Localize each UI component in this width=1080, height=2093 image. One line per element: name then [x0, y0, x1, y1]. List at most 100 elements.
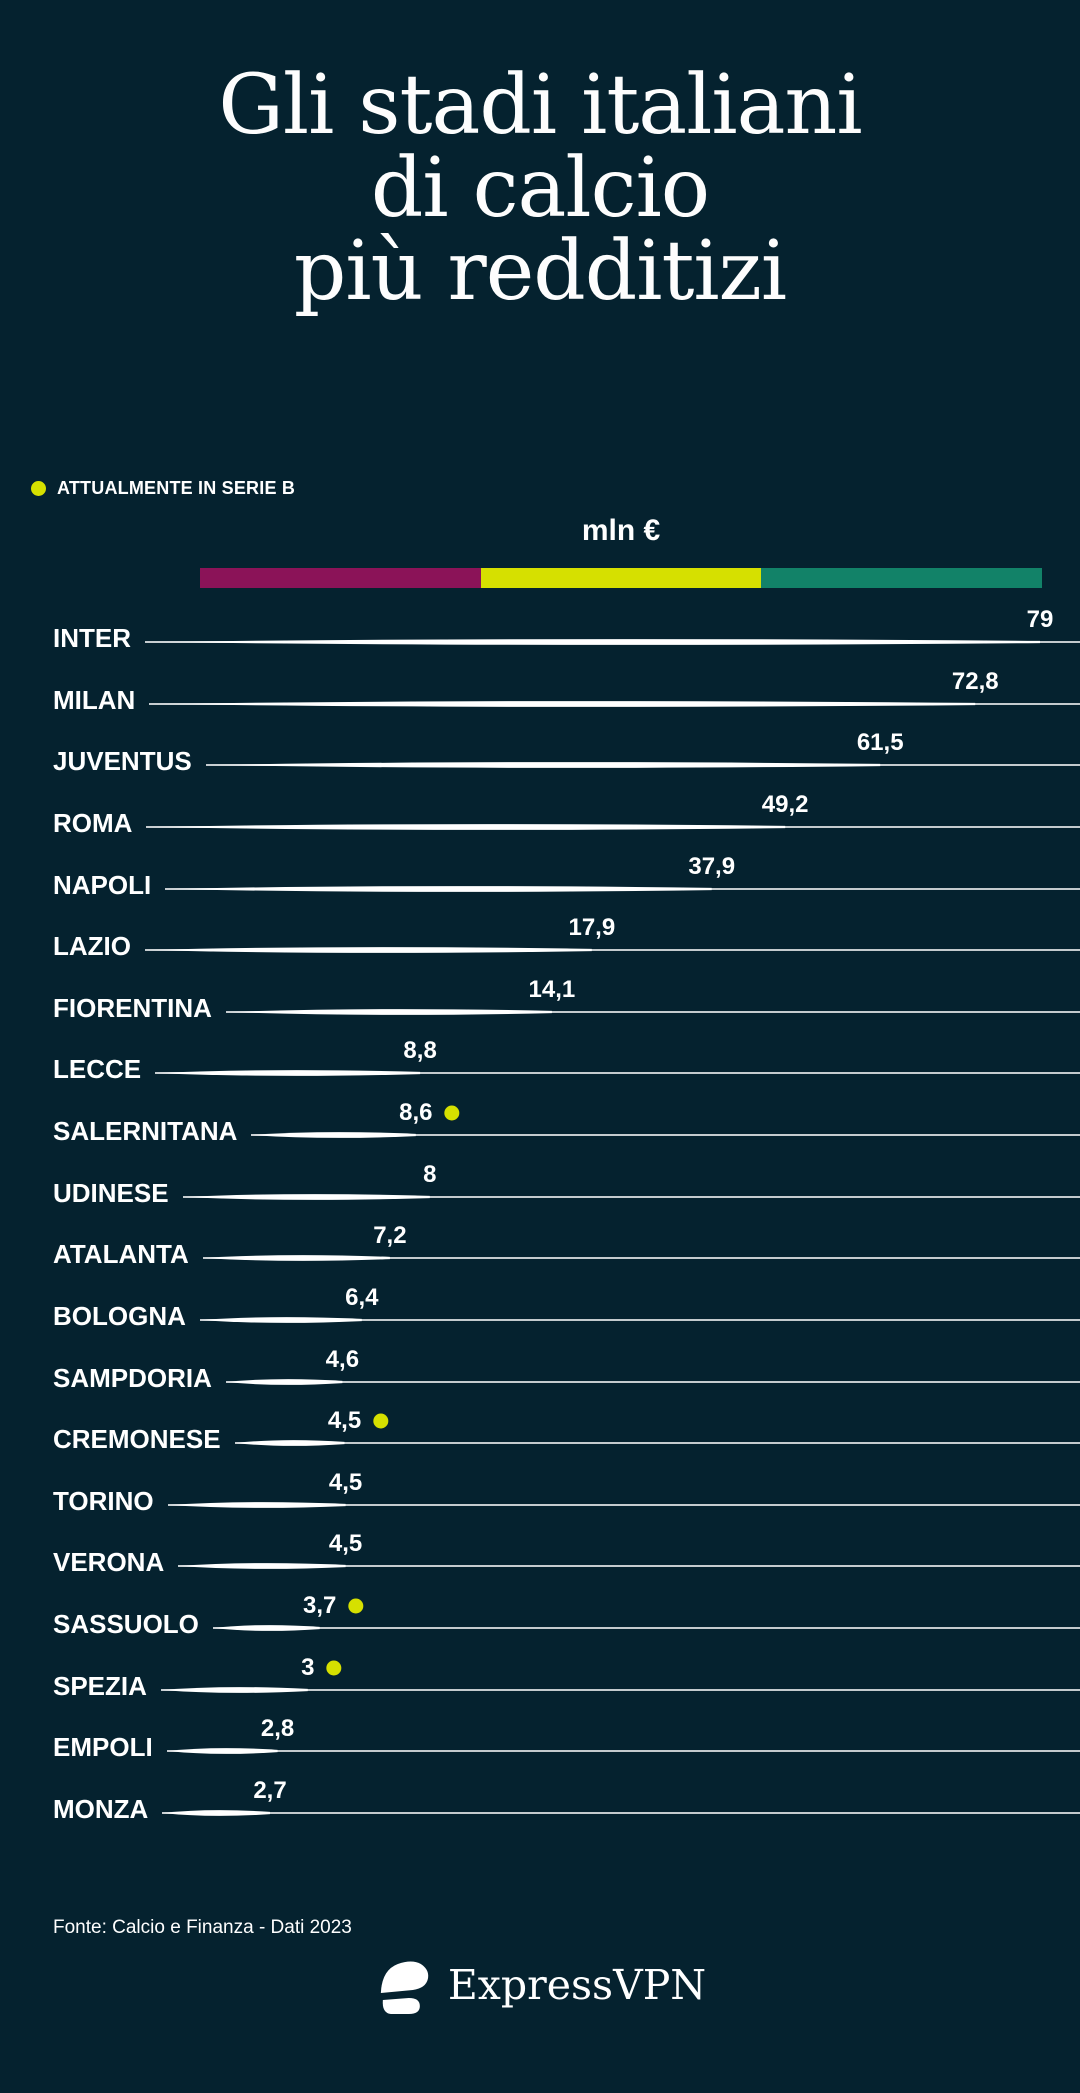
value-spindle-line: [226, 1008, 1080, 1015]
value-spindle-line: [145, 639, 1080, 645]
value-label: 49,2: [761, 790, 809, 818]
unit-label: mln €: [581, 514, 661, 547]
team-row: ROMA 49,2: [0, 792, 1080, 847]
brand-logo: ExpressVPN: [374, 1956, 706, 2014]
serie-b-dot-icon: [444, 1105, 460, 1121]
value-label: 3,7: [303, 1594, 364, 1618]
team-label: SASSUOLO: [53, 1609, 199, 1640]
team-row: JUVENTUS 61,5: [0, 731, 1080, 785]
serie-b-dot-icon: [348, 1598, 364, 1614]
scale-bar: [200, 568, 1043, 588]
value-label: 4,5: [328, 1468, 363, 1496]
team-label: EMPOLI: [53, 1732, 153, 1763]
brand-name: ExpressVPN: [447, 1960, 707, 2009]
value-spindle-line: [168, 1501, 1080, 1508]
value-spindle-line: [165, 885, 1080, 892]
value-label: 79: [1026, 606, 1054, 633]
title-line-3: più redditizi: [293, 224, 787, 319]
team-row: LECCE 8,8: [0, 1039, 1080, 1093]
value-label: 7,2: [373, 1222, 407, 1250]
team-label: VERONA: [53, 1547, 165, 1578]
team-label: TORINO: [53, 1485, 154, 1516]
value-spindle-line: [226, 1378, 1080, 1385]
serie-b-dot-icon: [373, 1413, 389, 1429]
title-line-1: Gli stadi italiani: [218, 58, 862, 153]
expressvpn-logo-icon: [380, 1961, 429, 2014]
source-note: Fonte: Calcio e Finanza - Dati 2023: [53, 1917, 352, 1938]
value-spindle-line: [213, 1625, 1080, 1631]
value-label: 17,9: [568, 914, 616, 942]
value-label: 6,4: [345, 1283, 379, 1311]
value-spindle-line: [206, 762, 1080, 769]
value-spindle-line: [203, 1255, 1080, 1262]
team-row: SALERNITANA 8,6: [0, 1101, 1080, 1155]
value-spindle-line: [155, 1070, 1080, 1077]
legend-label: ATTUALMENTE IN SERIE B: [57, 478, 296, 498]
team-row: LAZIO 17,9: [0, 916, 1080, 970]
team-row: VERONA 4,5: [0, 1532, 1080, 1586]
value-label: 4,6: [325, 1345, 360, 1373]
value-label: 61,5: [856, 729, 904, 757]
team-label: LAZIO: [53, 931, 131, 962]
value-spindle-line: [162, 1810, 1080, 1816]
team-row: EMPOLI 2,8: [0, 1717, 1080, 1771]
team-row: MONZA 2,7: [0, 1778, 1080, 1833]
serie-b-legend-dot-icon: [31, 481, 46, 496]
team-row: SAMPDORIA 4,6: [0, 1347, 1080, 1402]
team-row: ATALANTA 7,2: [0, 1224, 1080, 1278]
scale-bar-segment: [761, 568, 1043, 588]
team-row: BOLOGNA 6,4: [0, 1285, 1080, 1340]
team-label: SALERNITANA: [53, 1116, 238, 1147]
value-spindle-line: [200, 1317, 1080, 1323]
team-label: FIORENTINA: [53, 992, 212, 1023]
value-spindle-line: [183, 1193, 1080, 1200]
team-label: CREMONESE: [53, 1424, 221, 1455]
team-row: MILAN 72,8: [0, 669, 1080, 724]
scale-bar-segment: [200, 568, 481, 588]
value-label: 8,6: [399, 1101, 460, 1125]
value-spindle-line: [251, 1132, 1080, 1138]
team-label: LECCE: [53, 1054, 142, 1085]
value-spindle-line: [145, 947, 1080, 954]
value-spindle-line: [149, 700, 1080, 707]
scale-bar-segment: [480, 568, 762, 588]
value-label: 72,8: [951, 667, 999, 695]
team-row: TORINO 4,5: [0, 1470, 1080, 1525]
team-row: UDINESE 8: [0, 1162, 1080, 1217]
serie-b-dot-icon: [326, 1660, 342, 1676]
value-label: 37,9: [688, 852, 736, 880]
team-label: ATALANTA: [53, 1239, 189, 1270]
value-spindle-line: [167, 1748, 1080, 1755]
page-title: Gli stadi italiani di calcio più redditi…: [0, 64, 1080, 313]
team-label: BOLOGNA: [53, 1300, 186, 1331]
value-spindle-line: [235, 1440, 1080, 1447]
legend: ATTUALMENTE IN SERIE B: [31, 478, 295, 499]
team-row: NAPOLI 37,9: [0, 854, 1080, 909]
value-label: 8: [423, 1160, 437, 1188]
team-label: MONZA: [53, 1793, 149, 1824]
team-label: JUVENTUS: [53, 746, 192, 777]
team-row: SASSUOLO 3,7: [0, 1594, 1080, 1648]
value-label: 4,5: [328, 1409, 389, 1433]
team-label: NAPOLI: [53, 869, 152, 900]
team-label: INTER: [53, 623, 131, 653]
team-row: FIORENTINA 14,1: [0, 977, 1080, 1032]
team-label: UDINESE: [53, 1177, 169, 1208]
team-label: SPEZIA: [53, 1670, 147, 1701]
title-line-2: di calcio: [370, 141, 710, 236]
team-label: SAMPDORIA: [53, 1362, 212, 1393]
value-label: 8,8: [403, 1037, 437, 1065]
value-label: 4,5: [328, 1530, 363, 1558]
value-label: 2,7: [253, 1776, 287, 1804]
value-label: 3: [301, 1655, 342, 1680]
team-label: MILAN: [53, 684, 136, 715]
team-row: SPEZIA 3: [0, 1655, 1080, 1710]
team-row: INTER 79: [0, 608, 1080, 662]
team-row: CREMONESE 4,5: [0, 1409, 1080, 1463]
value-spindle-line: [161, 1686, 1080, 1693]
value-label: 2,8: [260, 1715, 295, 1743]
value-spindle-line: [146, 823, 1080, 830]
value-spindle-line: [178, 1563, 1080, 1570]
